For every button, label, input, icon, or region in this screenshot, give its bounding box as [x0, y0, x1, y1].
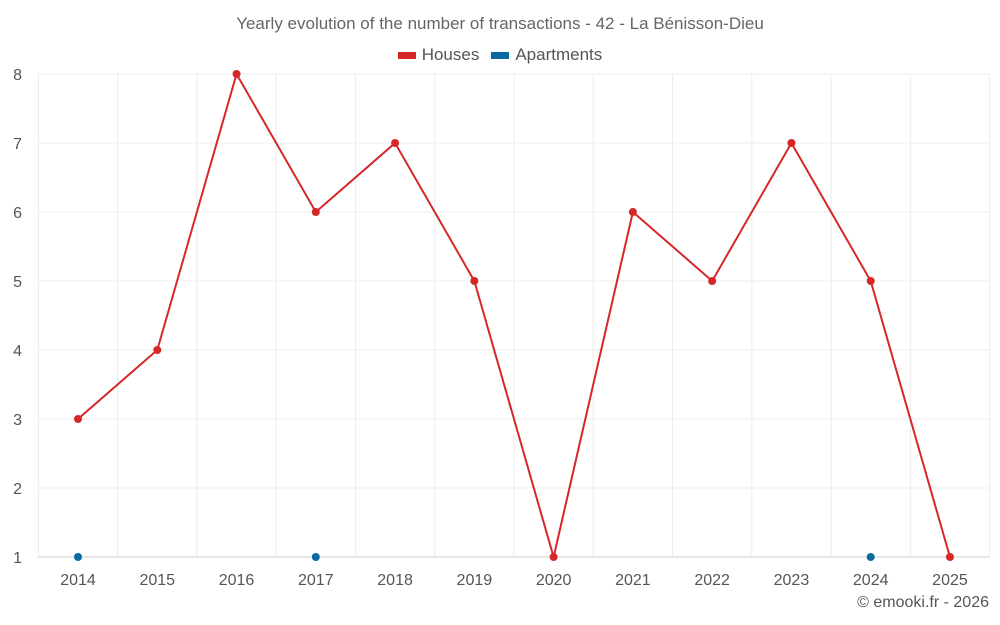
data-point-apartments[interactable] — [74, 553, 82, 561]
x-tick-label: 2023 — [774, 572, 810, 589]
legend-label-apartments: Apartments — [515, 45, 603, 64]
legend-swatch-houses — [397, 51, 416, 59]
credit-text: © emooki.fr - 2026 — [857, 594, 989, 611]
x-tick-label: 2020 — [536, 572, 572, 589]
data-point-houses[interactable] — [708, 277, 717, 285]
legend-item-houses[interactable]: Houses — [397, 45, 480, 65]
x-tick-label: 2025 — [932, 572, 968, 589]
legend: Houses Apartments — [0, 45, 1000, 65]
axes: 1 2 3 4 5 6 7 8 2014 2015 2016 2017 2018 2019 2020 2021… — [13, 67, 968, 589]
y-tick-label: 2 — [13, 481, 22, 498]
y-tick-label: 8 — [13, 67, 22, 84]
grid — [37, 73, 991, 558]
y-tick-label: 1 — [13, 550, 22, 567]
data-point-houses[interactable] — [74, 415, 82, 423]
series-line-houses — [77, 71, 951, 561]
y-tick-label: 5 — [13, 274, 22, 291]
x-tick-label: 2014 — [60, 572, 96, 589]
data-point-houses[interactable] — [153, 346, 162, 354]
data-point-houses[interactable] — [945, 553, 954, 561]
data-point-houses[interactable] — [628, 208, 637, 216]
series-layer — [74, 70, 954, 561]
x-tick-label: 2017 — [298, 572, 334, 589]
data-point-houses[interactable] — [470, 277, 479, 285]
data-point-houses[interactable] — [787, 139, 796, 147]
y-tick-label: 6 — [13, 205, 22, 222]
data-point-houses[interactable] — [391, 139, 400, 147]
data-point-houses[interactable] — [311, 208, 320, 216]
legend-swatch-apartments — [491, 51, 510, 59]
legend-item-apartments[interactable]: Apartments — [491, 45, 602, 65]
x-tick-label: 2024 — [853, 572, 889, 589]
x-tick-label: 2018 — [377, 572, 413, 589]
data-point-apartments[interactable] — [311, 553, 320, 561]
x-tick-label: 2016 — [219, 572, 255, 589]
y-tick-label: 4 — [13, 343, 22, 360]
x-tick-label: 2022 — [694, 572, 730, 589]
x-tick-label: 2015 — [139, 572, 175, 589]
data-point-apartments[interactable] — [866, 553, 875, 561]
data-point-houses[interactable] — [232, 70, 241, 78]
legend-label-houses: Houses — [421, 45, 480, 64]
x-tick-label: 2019 — [457, 572, 493, 589]
data-point-houses[interactable] — [549, 553, 558, 561]
chart-title: Yearly evolution of the number of transa… — [236, 14, 764, 33]
x-tick-label: 2021 — [615, 572, 651, 589]
y-tick-label: 7 — [13, 136, 22, 153]
data-point-houses[interactable] — [866, 277, 875, 285]
y-tick-label: 3 — [13, 412, 22, 429]
